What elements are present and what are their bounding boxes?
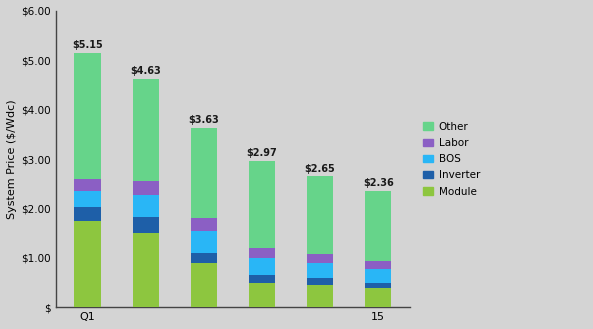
Bar	[307, 263, 333, 278]
Bar	[191, 263, 217, 307]
Bar	[133, 181, 159, 195]
Bar	[133, 195, 159, 217]
Bar	[249, 258, 275, 275]
Bar	[75, 191, 101, 207]
Bar	[249, 275, 275, 283]
Bar	[191, 218, 217, 231]
Bar	[307, 254, 333, 263]
Text: $2.65: $2.65	[305, 164, 336, 174]
Bar	[249, 283, 275, 307]
Y-axis label: System Price ($/Wdc): System Price ($/Wdc)	[7, 99, 17, 219]
Text: $3.63: $3.63	[189, 115, 219, 125]
Bar	[365, 269, 391, 283]
Bar	[133, 217, 159, 233]
Bar	[365, 261, 391, 269]
Bar	[365, 289, 391, 307]
Bar	[249, 161, 275, 248]
Text: $2.36: $2.36	[363, 178, 394, 188]
Bar	[307, 176, 333, 254]
Bar	[75, 207, 101, 221]
Bar	[191, 253, 217, 263]
Bar	[75, 179, 101, 191]
Bar	[365, 283, 391, 289]
Bar	[133, 79, 159, 181]
Bar	[191, 231, 217, 253]
Text: $2.97: $2.97	[247, 148, 278, 158]
Bar	[133, 233, 159, 307]
Bar	[75, 53, 101, 179]
Bar	[249, 248, 275, 258]
Bar	[365, 191, 391, 261]
Bar	[307, 278, 333, 285]
Legend: Other, Labor, BOS, Inverter, Module: Other, Labor, BOS, Inverter, Module	[419, 117, 484, 201]
Bar	[307, 285, 333, 307]
Text: $5.15: $5.15	[72, 40, 103, 50]
Bar	[75, 221, 101, 307]
Text: $4.63: $4.63	[130, 66, 161, 76]
Bar	[191, 128, 217, 218]
